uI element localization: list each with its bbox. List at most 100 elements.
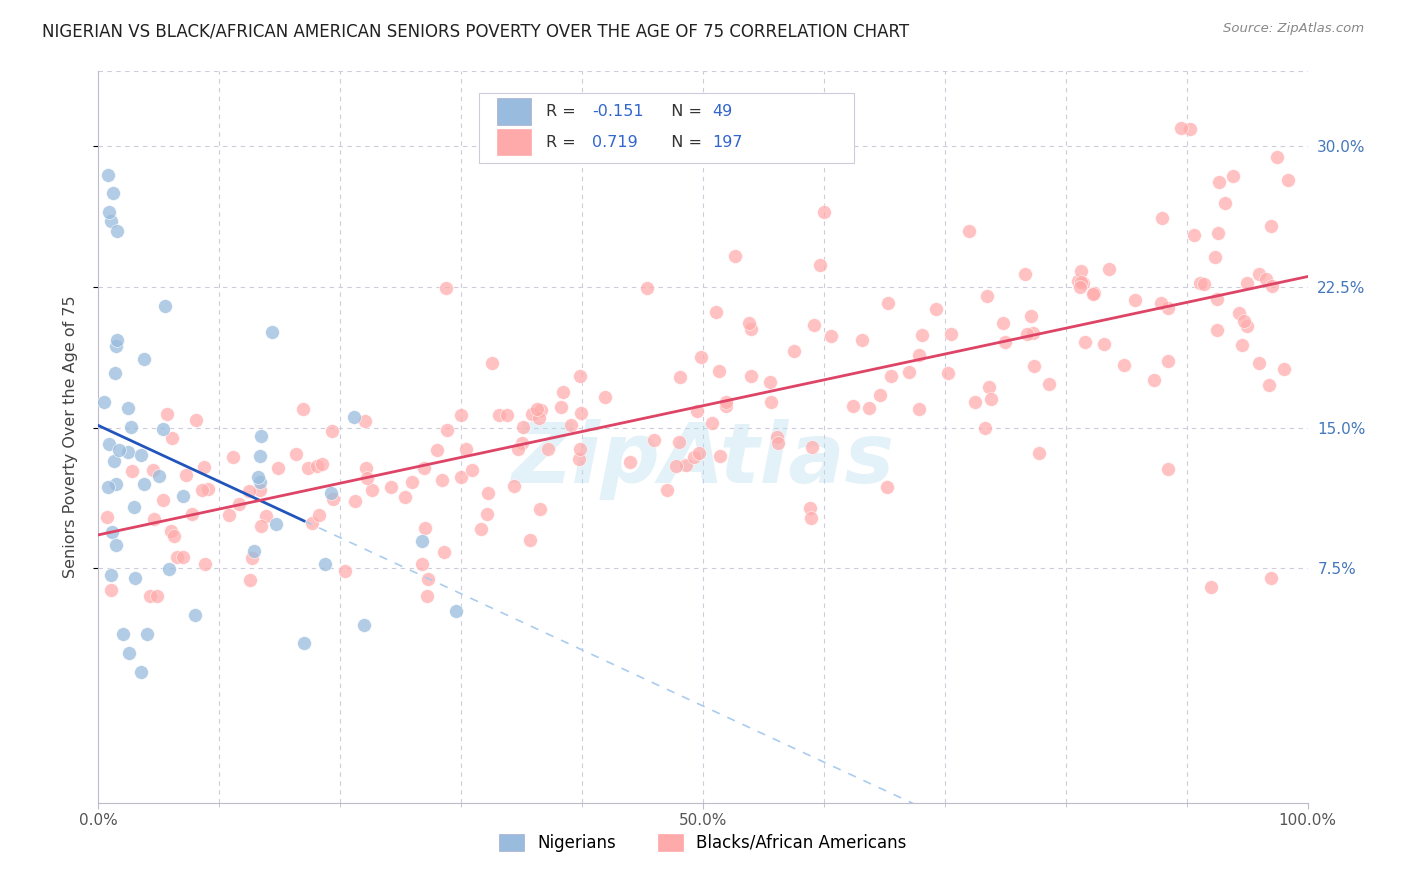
Text: 197: 197: [713, 135, 744, 150]
Point: [1083, 285, 1105, 300]
Point: [723, 249, 745, 263]
Point: [1230, 338, 1253, 352]
Point: [250, 518, 273, 533]
Point: [907, 347, 929, 361]
Point: [800, 440, 823, 454]
Point: [936, 366, 959, 380]
Y-axis label: Seniors Poverty Over the Age of 75: Seniors Poverty Over the Age of 75: [63, 296, 77, 578]
Point: [308, 508, 330, 522]
Point: [450, 409, 472, 423]
Point: [700, 416, 723, 430]
Point: [512, 420, 534, 434]
Point: [197, 482, 219, 496]
Point: [1028, 446, 1050, 460]
Point: [668, 434, 690, 449]
Point: [162, 431, 184, 445]
Point: [869, 387, 891, 401]
Point: [1208, 175, 1230, 189]
Point: [254, 508, 277, 523]
Point: [520, 407, 543, 421]
Point: [813, 205, 835, 219]
Point: [963, 395, 986, 409]
Point: [1227, 306, 1250, 320]
Point: [1232, 314, 1254, 328]
Point: [707, 364, 730, 378]
Point: [152, 422, 174, 436]
Point: [683, 450, 706, 464]
Point: [1014, 267, 1036, 281]
Point: [156, 408, 179, 422]
Point: [529, 501, 551, 516]
Point: [411, 534, 433, 549]
Point: [118, 646, 141, 660]
Point: [568, 369, 591, 384]
Point: [759, 375, 782, 389]
Point: [495, 408, 517, 422]
Point: [908, 402, 931, 417]
Point: [1098, 262, 1121, 277]
Point: [842, 399, 865, 413]
Point: [820, 328, 842, 343]
Point: [1222, 169, 1244, 184]
Point: [411, 557, 433, 571]
Point: [510, 435, 533, 450]
Text: ZipAtlas: ZipAtlas: [512, 418, 894, 500]
Point: [416, 573, 439, 587]
Point: [980, 392, 1002, 406]
Point: [636, 280, 658, 294]
Text: N =: N =: [661, 135, 707, 150]
Point: [475, 507, 498, 521]
Point: [766, 435, 789, 450]
Point: [876, 480, 898, 494]
Point: [1277, 173, 1299, 187]
Point: [939, 326, 962, 341]
Point: [481, 356, 503, 370]
Point: [690, 351, 713, 365]
Point: [1152, 211, 1174, 226]
Point: [160, 524, 183, 538]
Text: 0.719: 0.719: [592, 135, 637, 150]
FancyBboxPatch shape: [479, 94, 855, 163]
Point: [239, 573, 262, 587]
Point: [142, 512, 165, 526]
Point: [709, 450, 731, 464]
Point: [957, 224, 980, 238]
Point: [1157, 462, 1180, 476]
Point: [1213, 196, 1236, 211]
Point: [218, 508, 240, 523]
Point: [433, 544, 456, 558]
Point: [103, 454, 125, 468]
Legend: Nigerians, Blacks/African Americans: Nigerians, Blacks/African Americans: [491, 825, 915, 860]
Point: [104, 339, 127, 353]
Point: [152, 492, 174, 507]
Point: [976, 289, 998, 303]
Point: [569, 442, 592, 457]
Point: [129, 448, 152, 462]
Point: [354, 460, 377, 475]
Point: [240, 551, 263, 566]
Text: -0.151: -0.151: [592, 104, 644, 120]
Point: [643, 434, 665, 448]
Point: [688, 446, 710, 460]
Point: [148, 468, 170, 483]
Point: [799, 500, 821, 515]
Point: [321, 486, 343, 500]
Point: [740, 369, 762, 384]
Point: [1070, 276, 1092, 290]
Point: [851, 333, 873, 347]
Point: [783, 344, 806, 359]
Point: [537, 442, 560, 457]
Point: [181, 507, 204, 521]
Point: [249, 449, 271, 463]
Point: [1074, 335, 1097, 350]
Point: [394, 490, 416, 504]
Point: [706, 305, 728, 319]
Point: [139, 590, 162, 604]
Point: [301, 516, 323, 530]
Point: [222, 450, 245, 464]
Point: [519, 533, 541, 548]
Point: [186, 413, 208, 427]
Point: [766, 430, 789, 444]
Point: [461, 463, 484, 477]
Point: [132, 477, 155, 491]
